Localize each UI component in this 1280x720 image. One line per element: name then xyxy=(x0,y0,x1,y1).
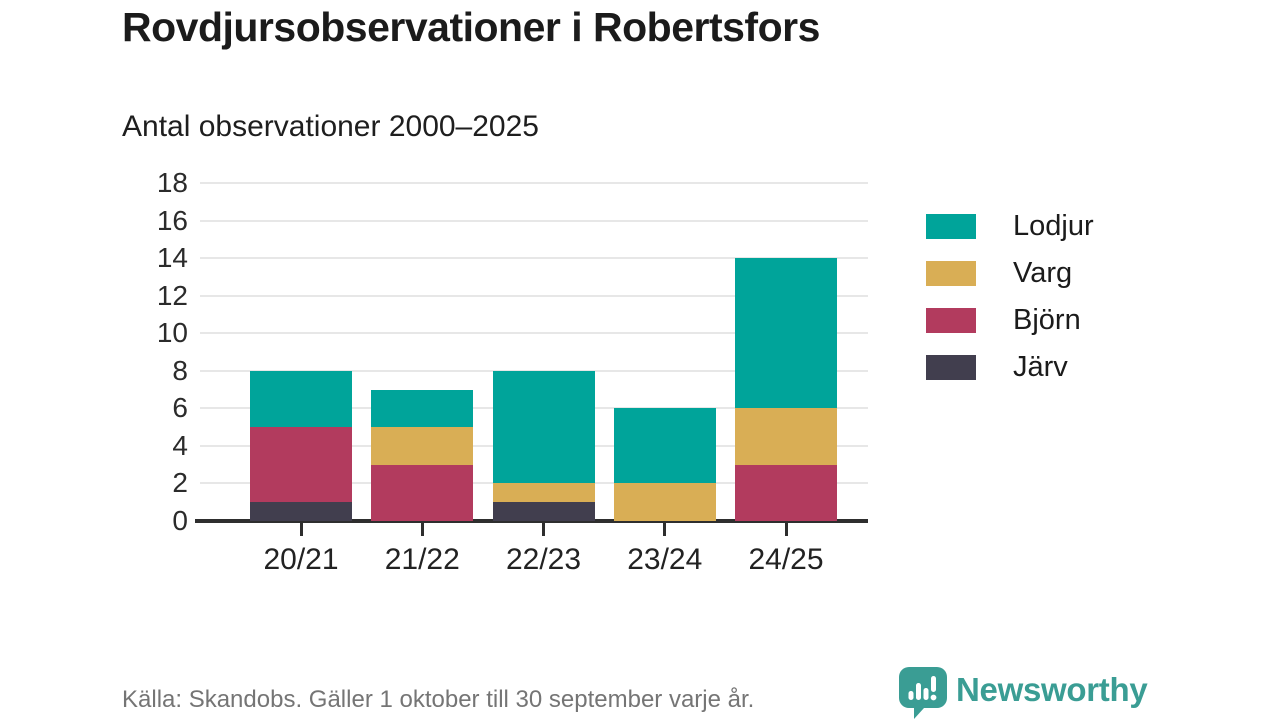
x-axis-label: 23/24 xyxy=(627,543,703,576)
bar-segment-varg xyxy=(371,427,474,465)
bar-segment-varg xyxy=(735,408,837,465)
source-note: Källa: Skandobs. Gäller 1 oktober till 3… xyxy=(122,686,755,713)
x-axis-tick xyxy=(299,523,303,536)
gridline xyxy=(200,294,868,297)
bar-segment-lodjur xyxy=(613,408,716,484)
x-axis-label: 20/21 xyxy=(263,543,339,576)
x-axis-tick xyxy=(420,523,424,536)
bar-21-22 xyxy=(371,389,474,521)
gridline xyxy=(200,369,868,372)
bar-segment-järv xyxy=(250,502,352,521)
y-axis-label: 0 xyxy=(172,505,188,536)
legend-swatch xyxy=(926,261,976,286)
bar-segment-järv xyxy=(492,502,595,521)
legend-swatch xyxy=(926,308,976,333)
y-axis-label: 4 xyxy=(172,429,188,461)
legend-row-björn: Björn xyxy=(926,304,1094,336)
bar-24-25 xyxy=(735,258,837,521)
bar-segment-varg xyxy=(492,483,595,503)
chart-subtitle: Antal observationer 2000–2025 xyxy=(122,110,539,143)
y-axis-label: 2 xyxy=(172,467,188,499)
legend-row-varg: Varg xyxy=(926,257,1094,289)
legend-label: Varg xyxy=(1013,257,1073,289)
page-title: Rovdjursobservationer i Robertsfors xyxy=(122,4,820,50)
y-axis-label: 18 xyxy=(156,167,188,198)
bar-segment-varg xyxy=(613,483,716,521)
newsworthy-wordmark: Newsworthy xyxy=(956,671,1148,708)
y-axis-label: 6 xyxy=(172,392,188,424)
legend-label: Järv xyxy=(1013,351,1068,383)
bar-23-24 xyxy=(613,408,716,521)
bar-segment-björn xyxy=(371,464,474,521)
bar-segment-björn xyxy=(735,464,837,521)
newsworthy-logo-icon xyxy=(899,667,947,719)
y-axis-label: 8 xyxy=(172,354,188,386)
y-axis: 0 2 4 6 8 10 12 14 16 18 xyxy=(110,167,194,536)
gridline xyxy=(200,332,868,335)
gridline xyxy=(200,182,868,184)
x-axis-tick xyxy=(663,523,667,536)
x-axis-tick xyxy=(784,523,788,536)
y-axis-label: 14 xyxy=(156,242,188,274)
y-axis-label: 16 xyxy=(156,204,188,236)
legend-swatch xyxy=(926,214,976,239)
bar-segment-lodjur xyxy=(735,258,837,409)
legend-row-järv: Järv xyxy=(926,351,1094,383)
bar-22-23 xyxy=(492,370,595,521)
x-axis-line xyxy=(195,519,868,523)
x-axis-tick xyxy=(542,523,545,536)
bar-segment-björn xyxy=(250,427,352,503)
x-axis-label: 22/23 xyxy=(505,543,582,576)
x-axis-label: 24/25 xyxy=(748,543,824,576)
bar-segment-lodjur xyxy=(492,370,595,484)
legend-label: Björn xyxy=(1013,304,1081,336)
plot-area: 20/21 21/22 22/23 23/24 24/25 xyxy=(195,182,868,576)
legend: Lodjur Varg Björn Järv xyxy=(926,210,1094,402)
bar-segment-lodjur xyxy=(371,389,474,428)
gridline xyxy=(200,257,868,260)
y-axis-label: 12 xyxy=(156,279,188,311)
legend-row-lodjur: Lodjur xyxy=(926,210,1094,242)
x-axis-label: 21/22 xyxy=(384,543,460,576)
legend-swatch xyxy=(926,355,976,380)
legend-label: Lodjur xyxy=(1013,210,1094,242)
bar-20-21 xyxy=(250,370,352,521)
y-axis-label: 10 xyxy=(156,317,188,349)
bar-segment-lodjur xyxy=(250,370,352,428)
gridline xyxy=(200,219,868,222)
